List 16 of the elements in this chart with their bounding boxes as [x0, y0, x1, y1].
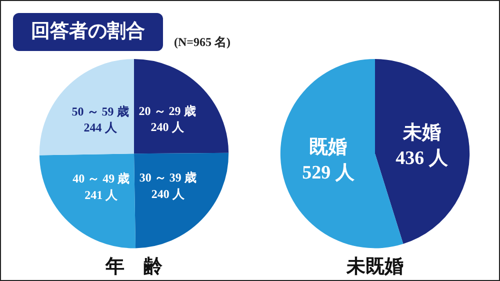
data-label: 244 人 — [84, 120, 118, 135]
slice-label: 50 ～ 59 歳 — [72, 104, 129, 118]
slice-label: 既婚 — [309, 136, 348, 158]
text: 回答者の割合 — [13, 13, 163, 51]
data-label: 240 人 — [151, 186, 186, 201]
slice-label: 未婚 — [402, 122, 441, 144]
data-label: 529 人 — [302, 162, 356, 184]
text: (N=965 名) — [174, 34, 230, 51]
slice-label: 40 ～ 49 歳 — [72, 172, 130, 186]
slice-label: 20 ～ 29 歳 — [138, 104, 196, 118]
slice-label: 30 ～ 39 歳 — [139, 170, 196, 185]
text: 年 齢 — [104, 256, 164, 278]
data-label: 240 人 — [150, 120, 185, 134]
data-label: 436 人 — [396, 148, 449, 170]
data-label: 241 人 — [84, 188, 119, 202]
text: 未既婚 — [346, 256, 404, 278]
